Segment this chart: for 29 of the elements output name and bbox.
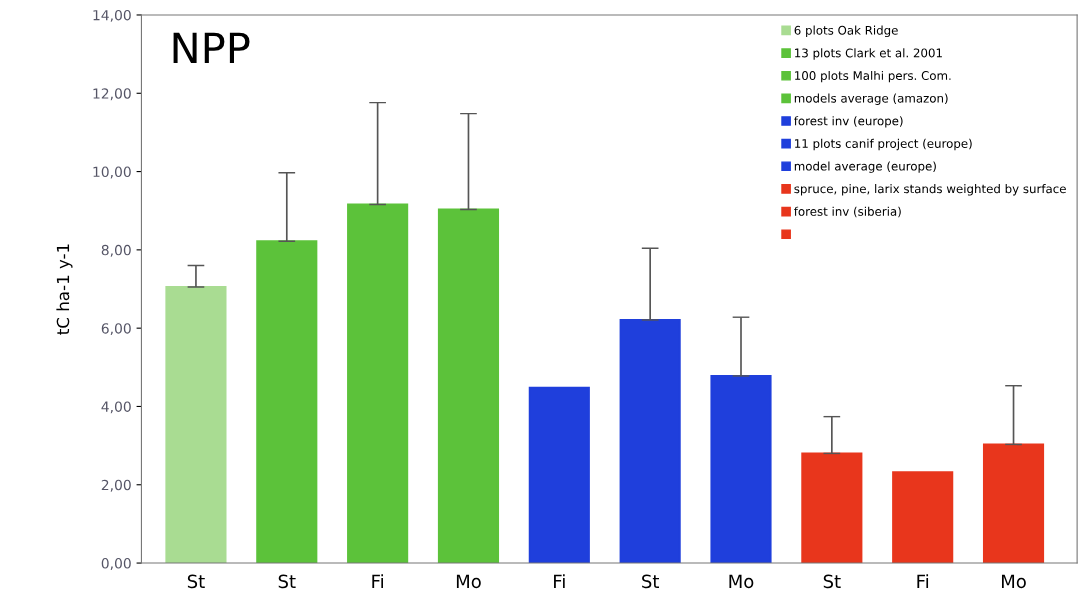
y-tick-label: 6,00 (101, 323, 131, 336)
x-tick-label: Mo (729, 574, 754, 589)
legend-label: spruce, pine, larix stands weighted by surface (794, 184, 1066, 196)
legend-label: 100 plots Malhi pers. Com. (795, 70, 951, 83)
legend-label: 6 plots Oak Ridge (794, 25, 898, 38)
x-tick-label: Mo (1001, 574, 1026, 589)
x-tick-label: Fi (917, 574, 929, 588)
x-tick-label: Fi (372, 574, 383, 588)
x-tick-label: St (642, 574, 659, 589)
x-tick-label: Fi (554, 574, 565, 588)
y-tick-label: 2,00 (101, 479, 131, 492)
y-axis-title: tC ha-1 y-1 (56, 244, 73, 335)
y-tick-label: 8,00 (101, 244, 131, 257)
x-tick-label: St (823, 574, 841, 589)
legend-label: forest inv (siberia) (794, 206, 901, 218)
y-tick-label: 0,00 (101, 558, 131, 570)
legend-label: forest inv (europe) (794, 116, 903, 128)
y-tick-label: 14,00 (93, 9, 131, 22)
legend-label: models average (amazon) (794, 93, 948, 105)
x-tick-label: Mo (456, 574, 481, 589)
legend-label: 11 plots canif project (europe) (795, 138, 972, 151)
legend-label: model average (europe) (794, 161, 936, 173)
x-tick-label: St (187, 574, 205, 589)
chart-title: NPP (173, 32, 250, 64)
y-tick-label: 4,00 (101, 401, 131, 414)
x-tick-label: St (278, 574, 296, 589)
y-tick-label: 12,00 (93, 88, 131, 101)
y-tick-label: 10,00 (93, 166, 131, 179)
legend-label: 13 plots Clark et al. 2001 (795, 48, 942, 60)
